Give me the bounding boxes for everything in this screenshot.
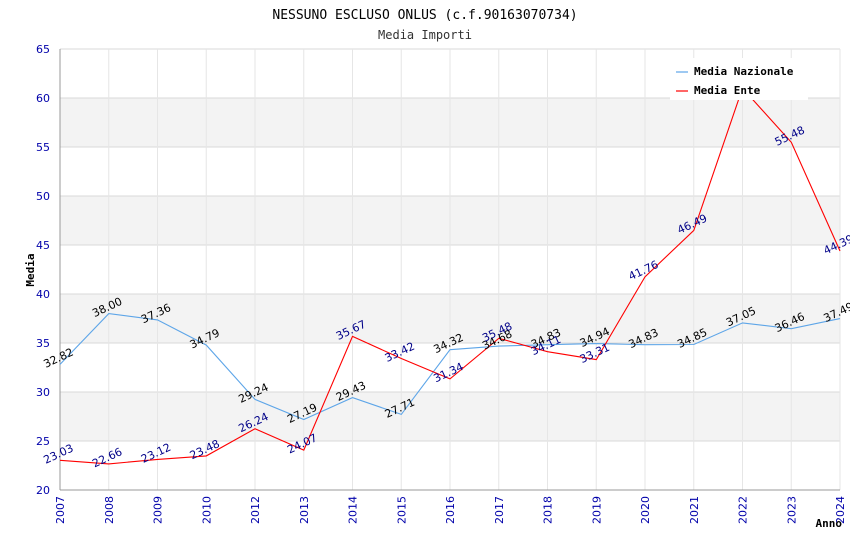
y-tick-label: 55 bbox=[36, 141, 50, 154]
series-line-media-nazionale bbox=[59, 313, 841, 421]
x-tick-label: 2022 bbox=[737, 496, 750, 524]
y-tick-label: 60 bbox=[36, 92, 50, 105]
axes bbox=[59, 49, 840, 491]
y-tick-label: 35 bbox=[36, 337, 50, 350]
data-label-media-ente: 33.42 bbox=[383, 340, 417, 365]
legend-box bbox=[670, 58, 808, 100]
data-label-media-ente: 22.66 bbox=[90, 445, 124, 470]
x-tick-label: 2016 bbox=[444, 496, 457, 524]
legend-label-media-nazionale: Media Nazionale bbox=[694, 65, 794, 78]
x-tick-label: 2018 bbox=[542, 496, 555, 524]
y-tick-label: 30 bbox=[36, 386, 50, 399]
y-tick-label: 50 bbox=[36, 190, 50, 203]
x-tick-label: 2008 bbox=[103, 496, 116, 524]
y-tick-labels: 20 25 30 35 40 45 50 55 60 65 bbox=[36, 43, 50, 497]
legend: Media Nazionale Media Ente bbox=[670, 58, 808, 100]
data-label-media-ente: 31.34 bbox=[431, 360, 465, 385]
x-tick-labels: 2007 2008 2009 2010 2012 2013 2014 2015 2016 2017… bbox=[54, 496, 847, 524]
series-lines bbox=[59, 87, 841, 465]
data-label-media-ente: 23.12 bbox=[139, 441, 173, 466]
y-tick-label: 25 bbox=[36, 435, 50, 448]
y-tick-label: 40 bbox=[36, 288, 50, 301]
x-tick-label: 2014 bbox=[347, 496, 360, 524]
x-axis-label: Anno bbox=[816, 517, 843, 530]
y-tick-label: 45 bbox=[36, 239, 50, 252]
x-tick-label: 2017 bbox=[493, 496, 506, 524]
chart-subtitle: Media Importi bbox=[378, 28, 472, 42]
y-axis-label: Media bbox=[24, 253, 37, 286]
chart-title: NESSUNO ESCLUSO ONLUS (c.f.90163070734) bbox=[272, 8, 577, 23]
x-tick-label: 2009 bbox=[152, 496, 165, 524]
x-tick-label: 2023 bbox=[785, 496, 798, 524]
legend-label-media-ente: Media Ente bbox=[694, 84, 761, 97]
series-line-media-ente bbox=[59, 87, 841, 465]
x-tick-label: 2019 bbox=[590, 496, 603, 524]
x-tick-label: 2012 bbox=[249, 496, 262, 524]
x-tick-label: 2024 bbox=[834, 496, 847, 524]
x-tick-label: 2015 bbox=[395, 496, 408, 524]
x-tick-label: 2013 bbox=[298, 496, 311, 524]
x-tick-label: 2021 bbox=[688, 496, 701, 524]
x-tick-label: 2007 bbox=[54, 496, 67, 524]
y-tick-label: 20 bbox=[36, 484, 50, 497]
y-tick-label: 65 bbox=[36, 43, 50, 56]
x-tick-label: 2020 bbox=[639, 496, 652, 524]
x-tick-label: 2010 bbox=[200, 496, 213, 524]
